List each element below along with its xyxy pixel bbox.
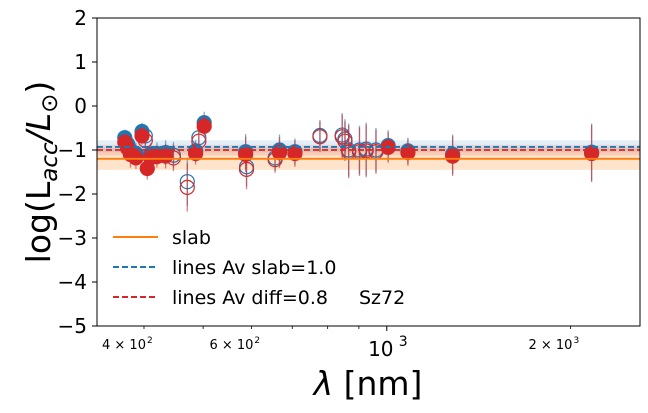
legend-label-2: lines Av diff=0.8 [172, 287, 328, 309]
y-axis-label-part: log(L [19, 181, 58, 263]
reference-lines [97, 146, 640, 160]
y-axis: 2 1 0 −1 −2 −3 −4 −5 [58, 6, 97, 338]
point-lines-av-diff-0-8-29 [445, 148, 461, 164]
y-axis-label-part: ) [19, 81, 58, 94]
x-axis: 10 34 × 10 2 6 × 10 2 2 × 10 3 [102, 326, 579, 361]
y-axis-label-part: ⊙ [37, 94, 63, 113]
point-lines-av-diff-0-8-16 [238, 161, 255, 177]
y-tick-label: 1 [74, 50, 87, 74]
legend-label-1: lines Av slab=1.0 [172, 257, 336, 279]
y-tick-label: −5 [58, 314, 87, 338]
x-minor-tick-exponent: 2 [147, 336, 153, 346]
x-minor-tick-exponent: 3 [573, 336, 579, 346]
x-minor-tick-label: 2 × 10 [528, 338, 572, 353]
y-axis-label-part: / [19, 127, 58, 145]
point-lines-av-diff-0-8-11 [179, 179, 195, 195]
y-tick-label: −4 [58, 270, 87, 294]
y-tick-label: 2 [74, 6, 87, 30]
y-axis-label-part: acc [37, 142, 63, 182]
x-minor-tick-exponent: 2 [254, 336, 260, 346]
plot-frame [96, 17, 641, 327]
x-axis-label: λ [nm] [312, 364, 423, 403]
point-lines-av-diff-0-8-4 [134, 128, 150, 144]
point-lines-av-diff-0-8-14 [196, 118, 212, 134]
x-axis-label-symbol: λ [312, 364, 334, 403]
legend: slab lines Av slab=1.0 lines Av diff=0.8 [113, 227, 336, 309]
y-tick-label: −3 [58, 226, 87, 250]
x-minor-tick-label: 4 × 10 [102, 338, 146, 353]
x-axis-label-unit: [nm] [333, 364, 422, 403]
point-lines-av-diff-0-8-13 [191, 133, 207, 149]
x-minor-tick-label: 6 × 10 [209, 338, 253, 353]
y-tick-label: −2 [58, 182, 87, 206]
y-axis-label: log(Lacc/L⊙) [19, 81, 63, 264]
y-tick-label: 0 [74, 94, 87, 118]
y-axis-label-part: L [19, 113, 58, 131]
point-lines-av-diff-0-8-20 [312, 129, 328, 145]
y-tick-label: −1 [58, 138, 87, 162]
legend-label-0: slab [172, 227, 211, 249]
point-lines-av-diff-0-8-22 [337, 133, 353, 149]
annotation-sz72: Sz72 [359, 287, 405, 309]
x-major-tick-exponent: 3 [399, 334, 408, 350]
x-major-tick-label: 10 [368, 337, 393, 361]
